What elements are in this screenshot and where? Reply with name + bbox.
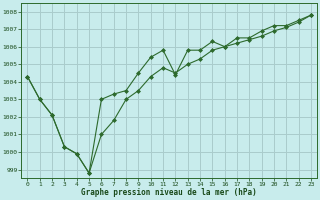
X-axis label: Graphe pression niveau de la mer (hPa): Graphe pression niveau de la mer (hPa)	[81, 188, 257, 197]
